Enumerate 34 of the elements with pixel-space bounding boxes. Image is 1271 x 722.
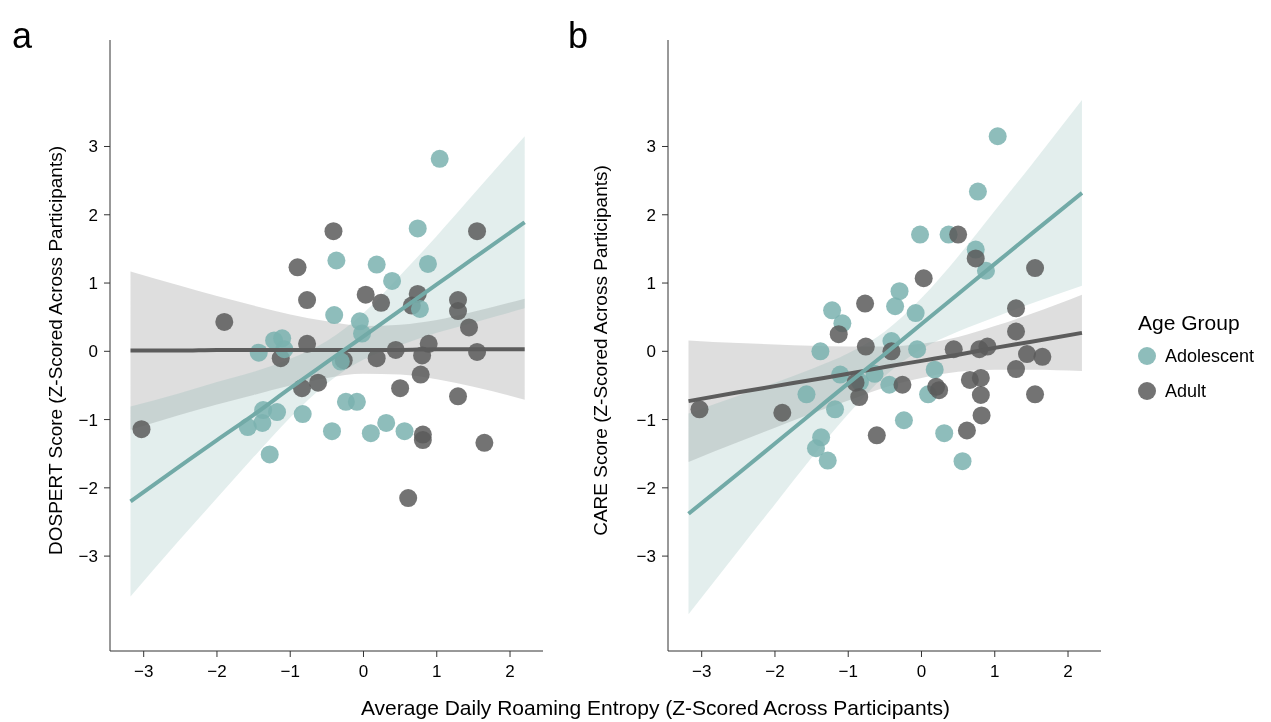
y-tick-label: −3 [78, 547, 98, 567]
x-tick-label: 1 [990, 662, 1000, 681]
chart-title: a [12, 15, 33, 56]
x-axis-title: Average Daily Roaming Entropy (Z-Scored Across Participants) [360, 696, 951, 719]
y-tick-label: 1 [88, 273, 98, 293]
x-tick-label: −1 [838, 662, 858, 681]
legend-label: Adult [1165, 381, 1207, 402]
x-tick-label: 0 [916, 662, 927, 681]
x-tick-label: 2 [505, 662, 515, 681]
y-tick-label: 3 [646, 137, 656, 157]
x-tick-label: −2 [765, 662, 785, 681]
y-axis-title: DOSPERT Score (Z-Scored Across Participants) [45, 146, 66, 555]
chart-title: b [568, 15, 589, 56]
y-tick-label: −1 [78, 410, 98, 430]
legend-label: Adolescent [1165, 346, 1255, 367]
y-tick-label: 2 [88, 205, 98, 225]
y-tick-label: −1 [636, 410, 656, 430]
y-tick-label: −2 [636, 478, 656, 498]
y-tick-label: −3 [636, 547, 656, 567]
y-tick-label: 0 [646, 342, 656, 362]
y-tick-label: −2 [78, 478, 98, 498]
y-tick-label: 0 [88, 342, 98, 362]
x-tick-label: 2 [1063, 662, 1073, 681]
x-tick-label: 1 [432, 662, 442, 681]
x-tick-label: −2 [207, 662, 227, 681]
y-tick-label: 1 [646, 273, 656, 293]
y-tick-label: 2 [646, 205, 656, 225]
y-tick-label: 3 [88, 137, 98, 157]
legend-title: Age Group [1138, 311, 1240, 334]
x-tick-label: −3 [692, 662, 712, 681]
x-tick-label: −1 [280, 662, 300, 681]
y-axis-title: CARE Score (Z-Scored Across Participants) [590, 165, 611, 536]
x-tick-label: −3 [134, 662, 154, 681]
x-tick-label: 0 [358, 662, 369, 681]
